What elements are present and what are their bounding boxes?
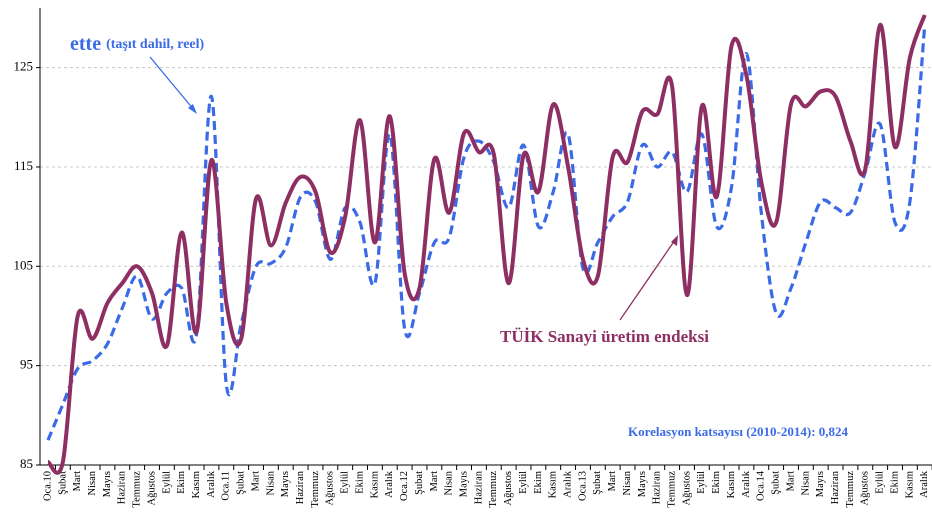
x-tick-label: Ekim [889, 471, 900, 494]
ette-arrow-head [188, 104, 197, 114]
x-tick-label: Ağustos [860, 471, 871, 505]
x-tick-label: Oca.14 [756, 470, 767, 501]
x-tick-label: Eylül [161, 471, 172, 494]
x-tick-label: Aralık [206, 470, 217, 498]
x-tick-label: Ağustos [146, 471, 157, 505]
y-tick-label: 115 [14, 158, 33, 173]
x-tick-label: Ekim [533, 471, 544, 494]
x-tick-label: Oca.10 [42, 471, 53, 501]
x-tick-label: Aralık [563, 470, 574, 498]
x-tick-label: Şubat [592, 471, 603, 495]
x-tick-label: Oca.11 [221, 471, 232, 501]
x-tick-label: Eylül [696, 471, 707, 494]
series-label: TÜİK Sanayi üretim endeksi [500, 327, 709, 346]
x-tick-label: Oca.12 [399, 471, 410, 501]
tuik-arrow-head [671, 235, 678, 246]
x-tick-label: Mart [607, 471, 618, 491]
x-tick-label: Mayıs [280, 471, 291, 497]
x-tick-label: Şubat [771, 471, 782, 495]
x-tick-label: Ekim [711, 471, 722, 494]
x-tick-label: Aralık [919, 470, 930, 498]
x-tick-label: Haziran [473, 470, 484, 504]
x-tick-label: Ağustos [325, 471, 336, 505]
x-tick-label: Temmuz [310, 471, 321, 508]
x-tick-label: Kasım [369, 471, 380, 498]
y-tick-label: 85 [20, 456, 33, 471]
x-tick-label: Oca.13 [577, 471, 588, 501]
x-tick-label: Mayıs [458, 471, 469, 497]
x-tick-label: Aralık [384, 470, 395, 498]
x-tick-label: Kasım [904, 471, 915, 498]
x-tick-label: Eylül [518, 471, 529, 494]
y-tick-label: 105 [14, 257, 34, 272]
x-tick-label: Ekim [354, 471, 365, 494]
x-tick-label: Şubat [57, 471, 68, 495]
ette-arrow [149, 56, 195, 111]
x-tick-label: Ağustos [681, 471, 692, 505]
y-tick-label: 95 [20, 357, 33, 372]
x-tick-label: Ekim [176, 471, 187, 494]
x-tick-label: Kasım [191, 471, 202, 498]
x-tick-label: Mart [72, 471, 83, 491]
x-tick-label: Temmuz [488, 471, 499, 508]
x-tick-label: Kasım [548, 471, 559, 498]
x-tick-label: Nisan [87, 470, 98, 495]
x-tick-label: Temmuz [667, 471, 678, 508]
x-tick-label: Eylül [875, 471, 886, 494]
series-note: (taşıt dahil, reel) [106, 37, 204, 52]
series-label: ette (taşıt dahil, reel) [70, 33, 205, 55]
x-tick-label: Mart [785, 471, 796, 491]
x-tick-label: Şubat [236, 471, 247, 495]
x-tick-label: Nisan [444, 470, 455, 495]
y-tick-label: 125 [14, 59, 34, 74]
x-tick-label: Temmuz [132, 471, 143, 508]
x-tick-label: Haziran [652, 470, 663, 504]
x-tick-label: Şubat [414, 471, 425, 495]
x-tick-label: Kasım [726, 471, 737, 498]
x-tick-label: Eylül [340, 471, 351, 494]
x-tick-label: Mayıs [815, 471, 826, 497]
x-tick-label: Ağustos [503, 471, 514, 505]
x-tick-label: Aralık [741, 470, 752, 498]
series-name: ette [70, 33, 101, 55]
x-tick-label: Haziran [295, 470, 306, 504]
series-line [46, 24, 927, 441]
x-tick-label: Haziran [830, 470, 841, 504]
x-tick-label: Nisan [800, 470, 811, 495]
x-tick-label: Temmuz [845, 471, 856, 508]
x-tick-label: Mart [429, 471, 440, 491]
x-tick-label: Mayıs [102, 471, 113, 497]
x-tick-label: Nisan [265, 470, 276, 495]
x-tick-label: Mayıs [637, 471, 648, 497]
series-line [46, 14, 927, 475]
annotation: Korelasyon katsayısı (2010-2014): 0,824 [628, 424, 849, 439]
x-tick-label: Mart [250, 471, 261, 491]
tuik-arrow [619, 239, 676, 321]
x-tick-label: Nisan [622, 470, 633, 495]
x-tick-label: Haziran [117, 470, 128, 504]
